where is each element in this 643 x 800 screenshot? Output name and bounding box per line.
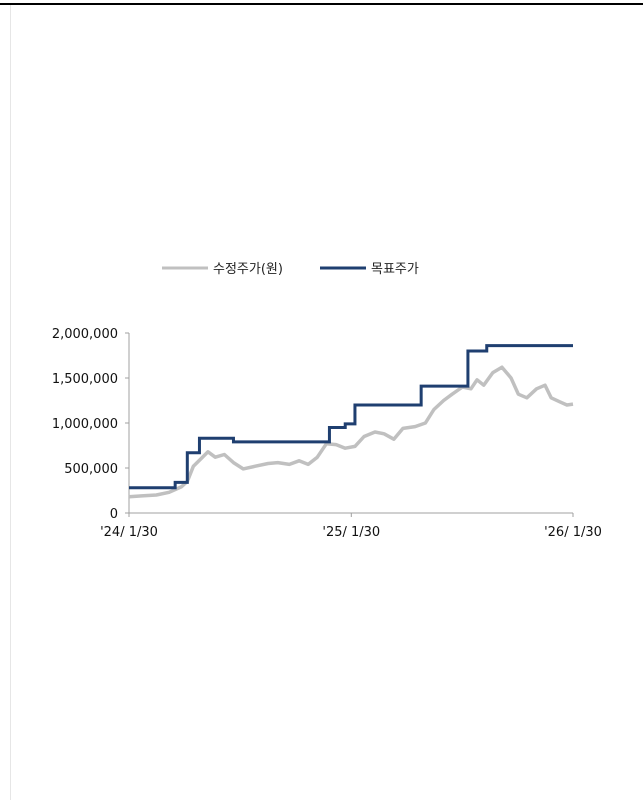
y-tick-label: 1,000,000 bbox=[52, 417, 118, 432]
x-tick-label: '26/ 1/30 bbox=[544, 525, 602, 540]
series-line-target bbox=[129, 344, 573, 490]
legend-label-price: 수정주가(원) bbox=[213, 262, 283, 277]
y-tick-label: 500,000 bbox=[64, 462, 118, 477]
y-tick-label: 0 bbox=[110, 507, 118, 522]
series-layer bbox=[128, 344, 574, 499]
x-ticks: '24/ 1/30 '25/ 1/30 '26/ 1/30 bbox=[100, 513, 602, 540]
legend-label-target: 목표주가 bbox=[371, 262, 419, 277]
y-tick-label: 2,000,000 bbox=[52, 327, 118, 342]
left-rule bbox=[10, 5, 11, 800]
y-tick-label: 1,500,000 bbox=[52, 372, 118, 387]
series-line-price bbox=[128, 365, 574, 499]
top-rule bbox=[0, 3, 643, 5]
legend: 수정주가(원) 목표주가 bbox=[162, 262, 419, 277]
x-tick-label: '25/ 1/30 bbox=[322, 525, 380, 540]
x-tick-label: '24/ 1/30 bbox=[100, 525, 158, 540]
y-ticks: 0 500,000 1,000,000 1,500,000 2,000,000 bbox=[52, 327, 129, 522]
